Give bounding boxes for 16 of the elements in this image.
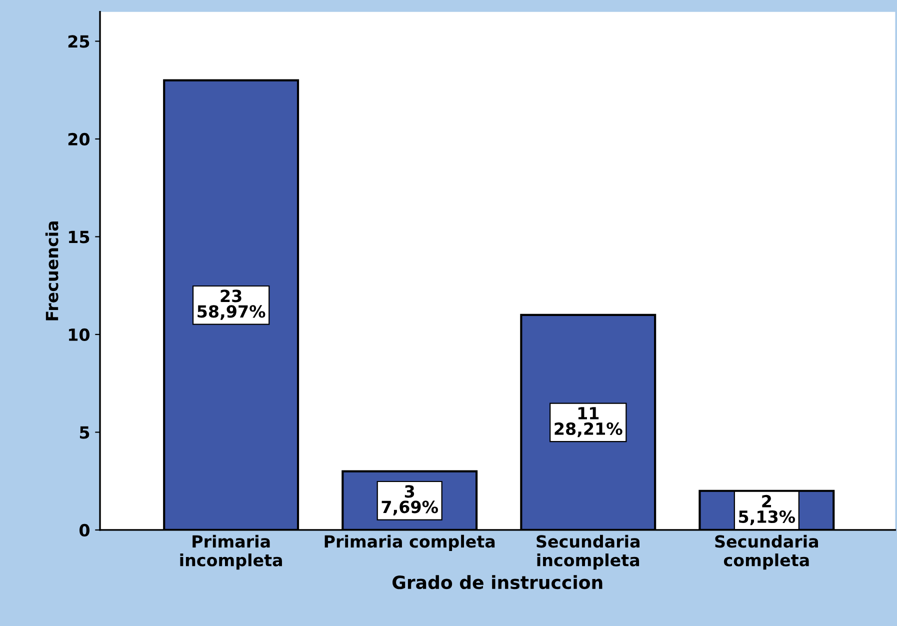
x-tick-label: Primaria incompleta xyxy=(180,534,282,570)
y-tick-label: 0 xyxy=(79,524,90,537)
data-label: 2 5,13% xyxy=(739,494,796,526)
y-tick-label: 10 xyxy=(68,328,90,342)
x-axis-title: Grado de instruccion xyxy=(392,575,602,590)
data-label: 3 7,69% xyxy=(382,485,438,516)
data-label: 23 58,97% xyxy=(198,290,266,320)
x-tick-label: Primaria completa xyxy=(324,534,495,551)
y-tick-label: 25 xyxy=(68,35,90,48)
x-tick-label: Secundaria incompleta xyxy=(536,534,640,570)
y-tick-label: 5 xyxy=(80,426,90,439)
data-label: 11 28,21% xyxy=(554,407,622,438)
y-axis-title: Frecuencia xyxy=(45,221,58,320)
x-tick-label: Secundaria completa xyxy=(715,534,818,570)
y-tick-label: 20 xyxy=(68,132,90,146)
y-tick-label: 15 xyxy=(68,230,90,244)
